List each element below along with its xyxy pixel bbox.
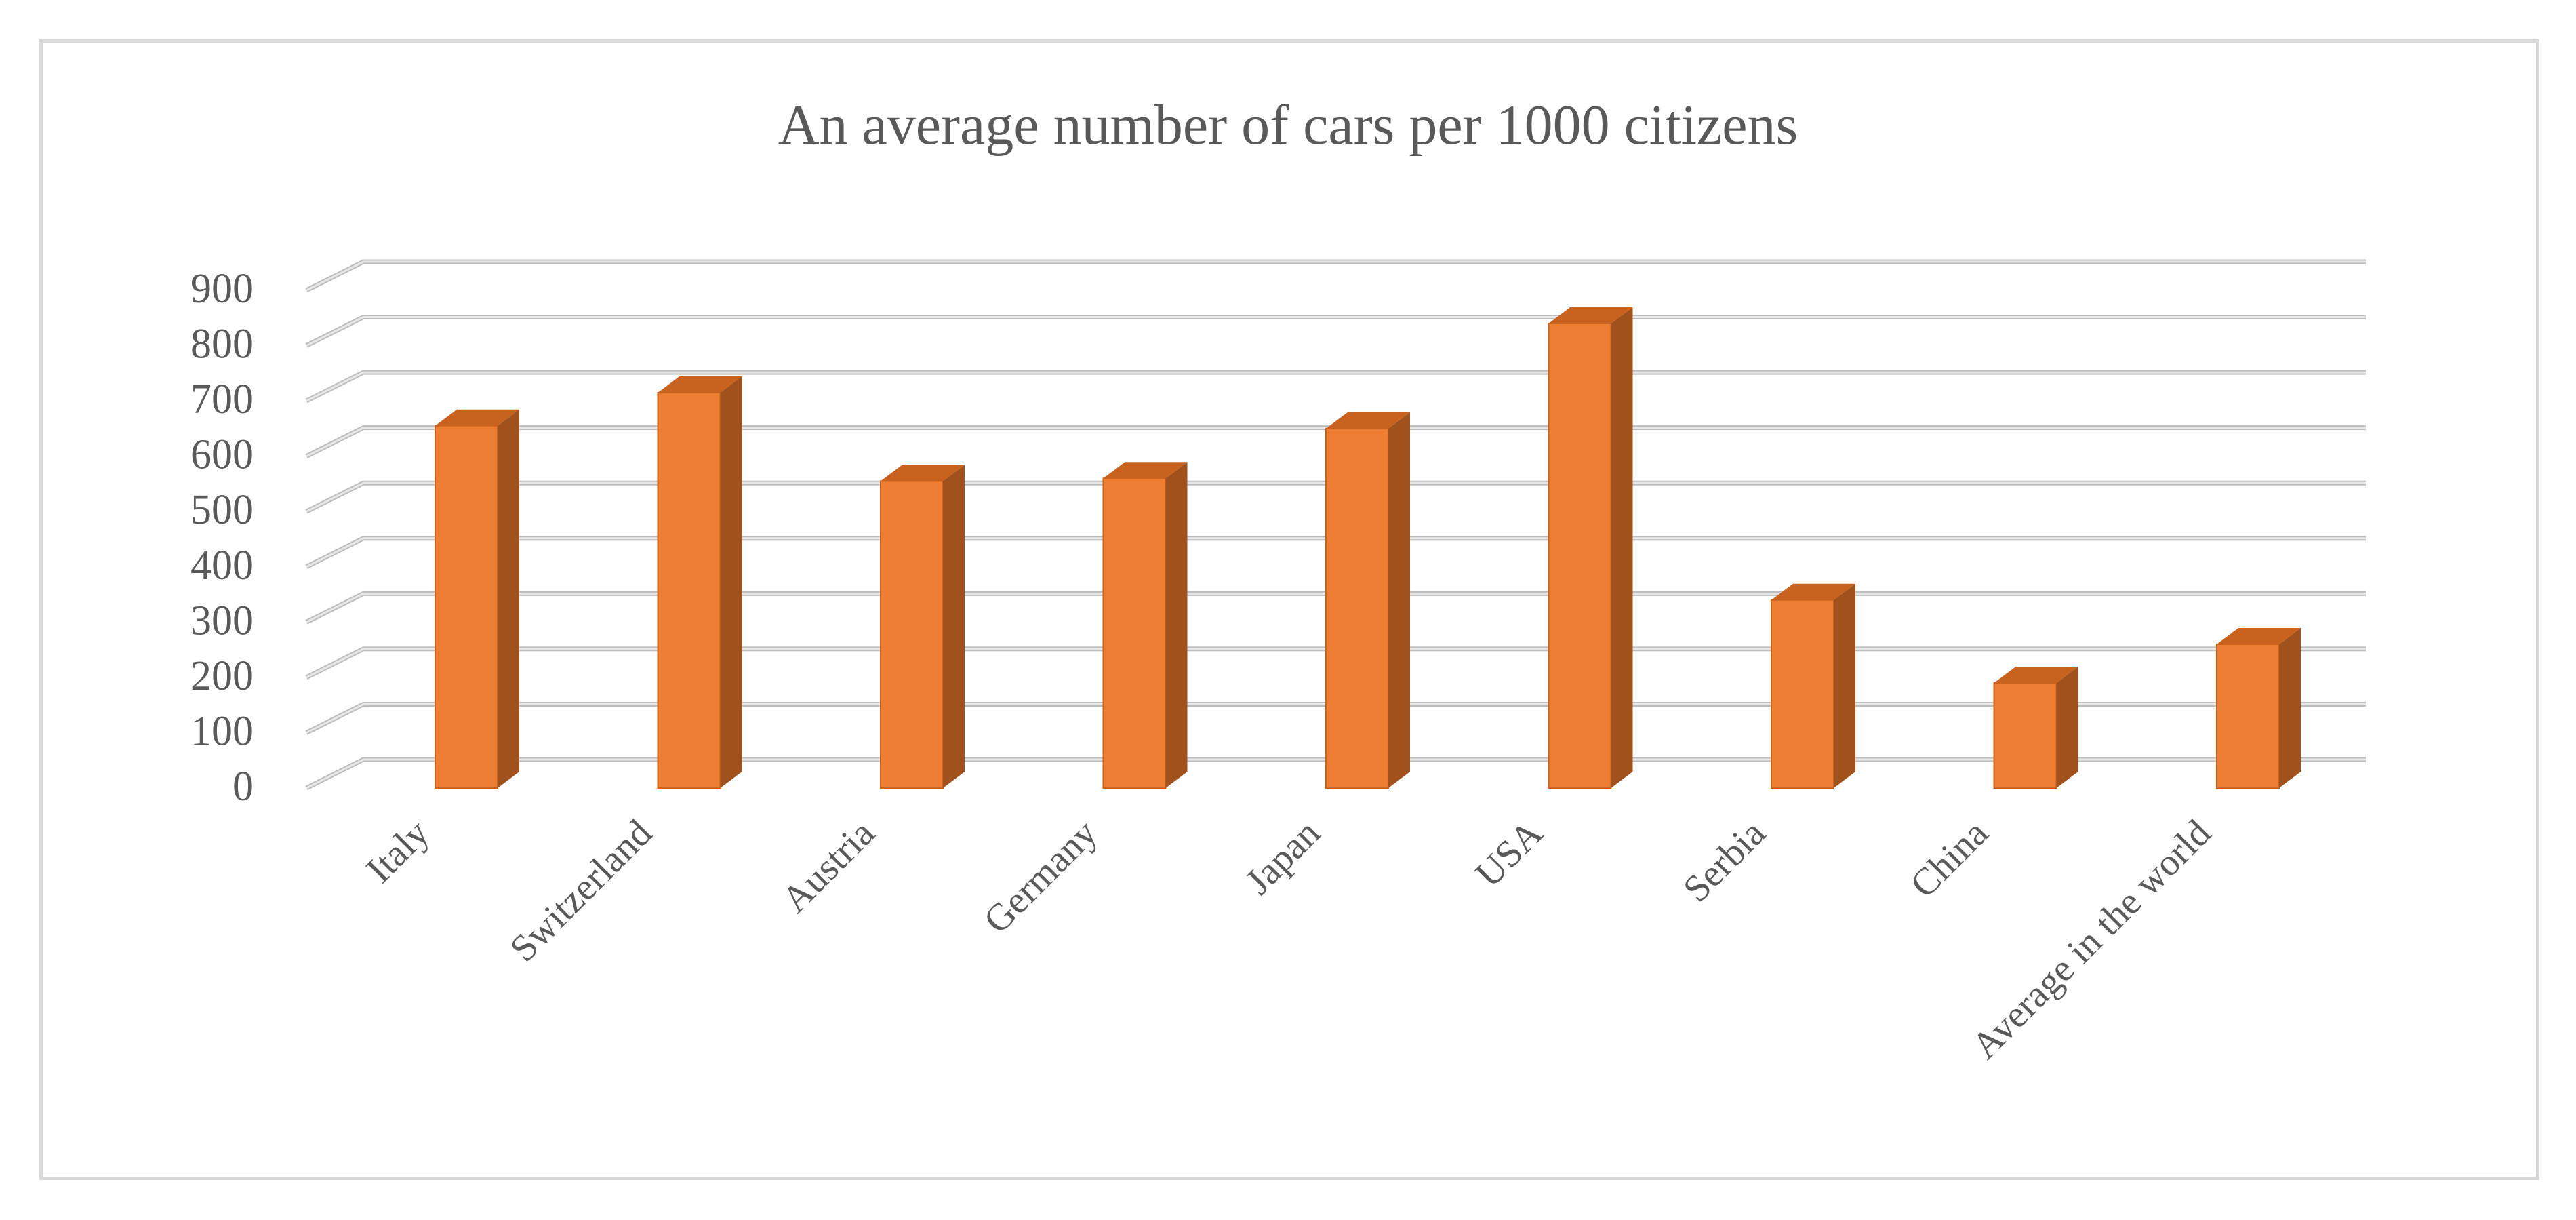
bar-side	[943, 465, 965, 788]
bar-side	[1388, 412, 1410, 788]
bar-side	[2056, 667, 2078, 788]
bar-front	[1771, 599, 1834, 789]
x-tick-label: Austria	[774, 812, 883, 921]
bar-top	[1771, 583, 1855, 600]
gridline-highlight	[306, 758, 2366, 789]
bar-japan	[1325, 412, 1410, 789]
bar-front	[657, 391, 721, 789]
bar-switzerland	[657, 376, 742, 789]
bar-top	[1548, 307, 1633, 323]
bar-top	[1994, 667, 2078, 684]
bar-front	[2216, 643, 2280, 789]
gridline-highlight	[306, 316, 2366, 347]
x-tick-label: China	[1902, 812, 1996, 906]
y-tick-label: 600	[190, 432, 254, 478]
bar-side	[1834, 583, 1855, 788]
x-tick-label: USA	[1468, 812, 1551, 895]
bar-side	[498, 409, 519, 788]
bar-top	[1103, 462, 1188, 479]
y-tick-label: 100	[190, 708, 254, 754]
bar-china	[1993, 667, 2078, 789]
bar-side	[720, 376, 742, 788]
bar-top	[658, 376, 742, 393]
x-tick-label: Italy	[359, 812, 437, 890]
bar-austria	[880, 465, 965, 789]
bar-front	[1102, 477, 1167, 789]
gridline	[305, 370, 2366, 404]
bar-front	[880, 480, 944, 789]
bar-top	[435, 409, 519, 426]
bar-average-in-the-world	[2216, 627, 2301, 789]
bar-side	[1611, 307, 1633, 788]
bar-front	[1993, 682, 2057, 789]
y-tick-label: 800	[190, 321, 254, 368]
bar-side	[1165, 462, 1188, 788]
bar-top	[2217, 627, 2301, 644]
bar-italy	[435, 409, 519, 789]
y-tick-label: 700	[190, 376, 254, 422]
y-tick-label: 200	[190, 653, 254, 699]
x-axis-ticks: Italy Switzerland Austria Germany Japan USA Se…	[359, 812, 2219, 1067]
bar-front	[1548, 322, 1612, 789]
bar-usa	[1548, 307, 1633, 789]
bars	[435, 307, 2301, 789]
gridline-highlight	[306, 427, 2366, 458]
bar-top	[881, 465, 965, 481]
chart-title: An average number of cars per 1000 citiz…	[778, 94, 1798, 157]
bar-front	[435, 425, 498, 789]
x-tick-label: Switzerland	[502, 812, 660, 970]
y-tick-label: 900	[190, 266, 254, 312]
bar-top	[1326, 412, 1410, 429]
bar-front	[1325, 427, 1389, 789]
y-axis-ticks: 0 100 200 300 400 500 600 700 800 900	[190, 266, 254, 810]
gridline	[305, 315, 2366, 348]
y-tick-label: 400	[190, 543, 254, 589]
gridline-highlight	[306, 537, 2366, 568]
y-tick-label: 0	[233, 764, 254, 810]
x-tick-label: Serbia	[1675, 812, 1773, 910]
gridline-highlight	[306, 592, 2366, 623]
gridlines	[305, 259, 2366, 791]
gridline-highlight	[306, 703, 2366, 734]
x-tick-label: Japan	[1237, 812, 1328, 903]
gridline-highlight	[306, 371, 2366, 402]
gridline-highlight	[306, 481, 2366, 513]
bar-germany	[1102, 462, 1188, 789]
gridline	[305, 259, 2366, 293]
y-tick-label: 300	[190, 597, 254, 644]
bar-serbia	[1771, 583, 1855, 789]
y-tick-label: 500	[190, 487, 254, 533]
bar-side	[2279, 627, 2301, 788]
gridline-highlight	[306, 648, 2366, 679]
x-tick-label: Average in the world	[1964, 812, 2219, 1067]
x-tick-label: Germany	[976, 812, 1106, 941]
gridline-highlight	[306, 260, 2366, 292]
